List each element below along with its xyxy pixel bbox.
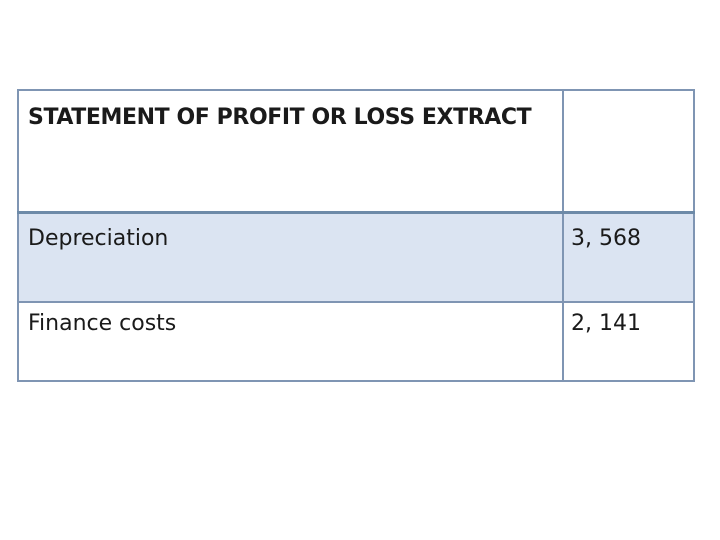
table-header-title: STATEMENT OF PROFIT OR LOSS EXTRACT	[17, 89, 564, 214]
table-row: Depreciation 3, 568	[17, 211, 695, 303]
profit-loss-extract-table: STATEMENT OF PROFIT OR LOSS EXTRACT Depr…	[17, 89, 695, 382]
table-row: Finance costs 2, 141	[17, 301, 695, 382]
table-header-empty-cell	[562, 89, 695, 214]
row-label-finance-costs: Finance costs	[17, 301, 564, 382]
row-label-depreciation: Depreciation	[17, 211, 564, 303]
row-value-finance-costs: 2, 141	[562, 301, 695, 382]
row-value-depreciation: 3, 568	[562, 211, 695, 303]
table-header-row: STATEMENT OF PROFIT OR LOSS EXTRACT	[17, 89, 695, 214]
